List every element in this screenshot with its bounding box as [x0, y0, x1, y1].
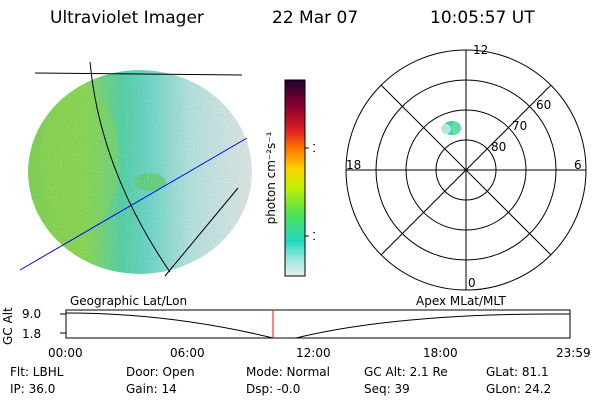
mlt-label-12: 12 [473, 45, 488, 57]
glat-info: GLat: 81.1 [486, 365, 549, 379]
mlt-label-0: 0 [468, 276, 476, 290]
door-info: Door: Open [126, 365, 195, 379]
mode-info: Mode: Normal [246, 365, 330, 379]
colorbar-tick-100: 100 [312, 142, 315, 155]
dsp-info: Dsp: -0.0 [246, 382, 301, 396]
filter-info: Flt: LBHL [10, 365, 64, 379]
y-min-label: 1.8 [22, 327, 41, 341]
time-label: 10:05:57 UT [430, 8, 535, 28]
mlt-label-18: 18 [346, 158, 361, 172]
gain-info: Gain: 14 [126, 382, 177, 396]
x-tick-0000: 00:00 [48, 346, 83, 360]
colorbar-tick-10: 10 [312, 230, 315, 243]
earth-disk [28, 70, 252, 274]
mlat-label-60: 60 [536, 98, 551, 112]
x-tick-0600: 06:00 [170, 346, 205, 360]
color-scale-bar: 100 10 photon cm⁻²s⁻¹ [264, 79, 315, 277]
colorbar-unit-label: photon cm⁻²s⁻¹ [264, 131, 278, 224]
mlt-label-6: 6 [574, 158, 582, 172]
altitude-timeline: GC Alt 9.0 1.8 [1, 307, 571, 345]
mlat-label-70: 70 [512, 119, 527, 133]
gc-alt-info: GC Alt: 2.1 Re [364, 365, 448, 379]
instrument-title: Ultraviolet Imager [50, 8, 204, 28]
x-tick-1200: 12:00 [296, 346, 331, 360]
gc-alt-axis-label: GC Alt [1, 307, 15, 345]
ip-info: IP: 36.0 [10, 382, 56, 396]
glon-info: GLon: 24.2 [486, 382, 552, 396]
date-label: 22 Mar 07 [272, 8, 359, 28]
seq-info: Seq: 39 [364, 382, 410, 396]
polar-plot: 12 18 6 0 60 70 80 [345, 45, 587, 291]
apex-label: Apex MLat/MLT [416, 294, 506, 308]
x-tick-1800: 18:00 [423, 346, 458, 360]
y-max-label: 9.0 [22, 307, 41, 321]
x-tick-2359: 23:59 [556, 346, 591, 360]
mlat-label-80: 80 [491, 140, 506, 154]
geographic-label: Geographic Lat/Lon [70, 294, 188, 308]
